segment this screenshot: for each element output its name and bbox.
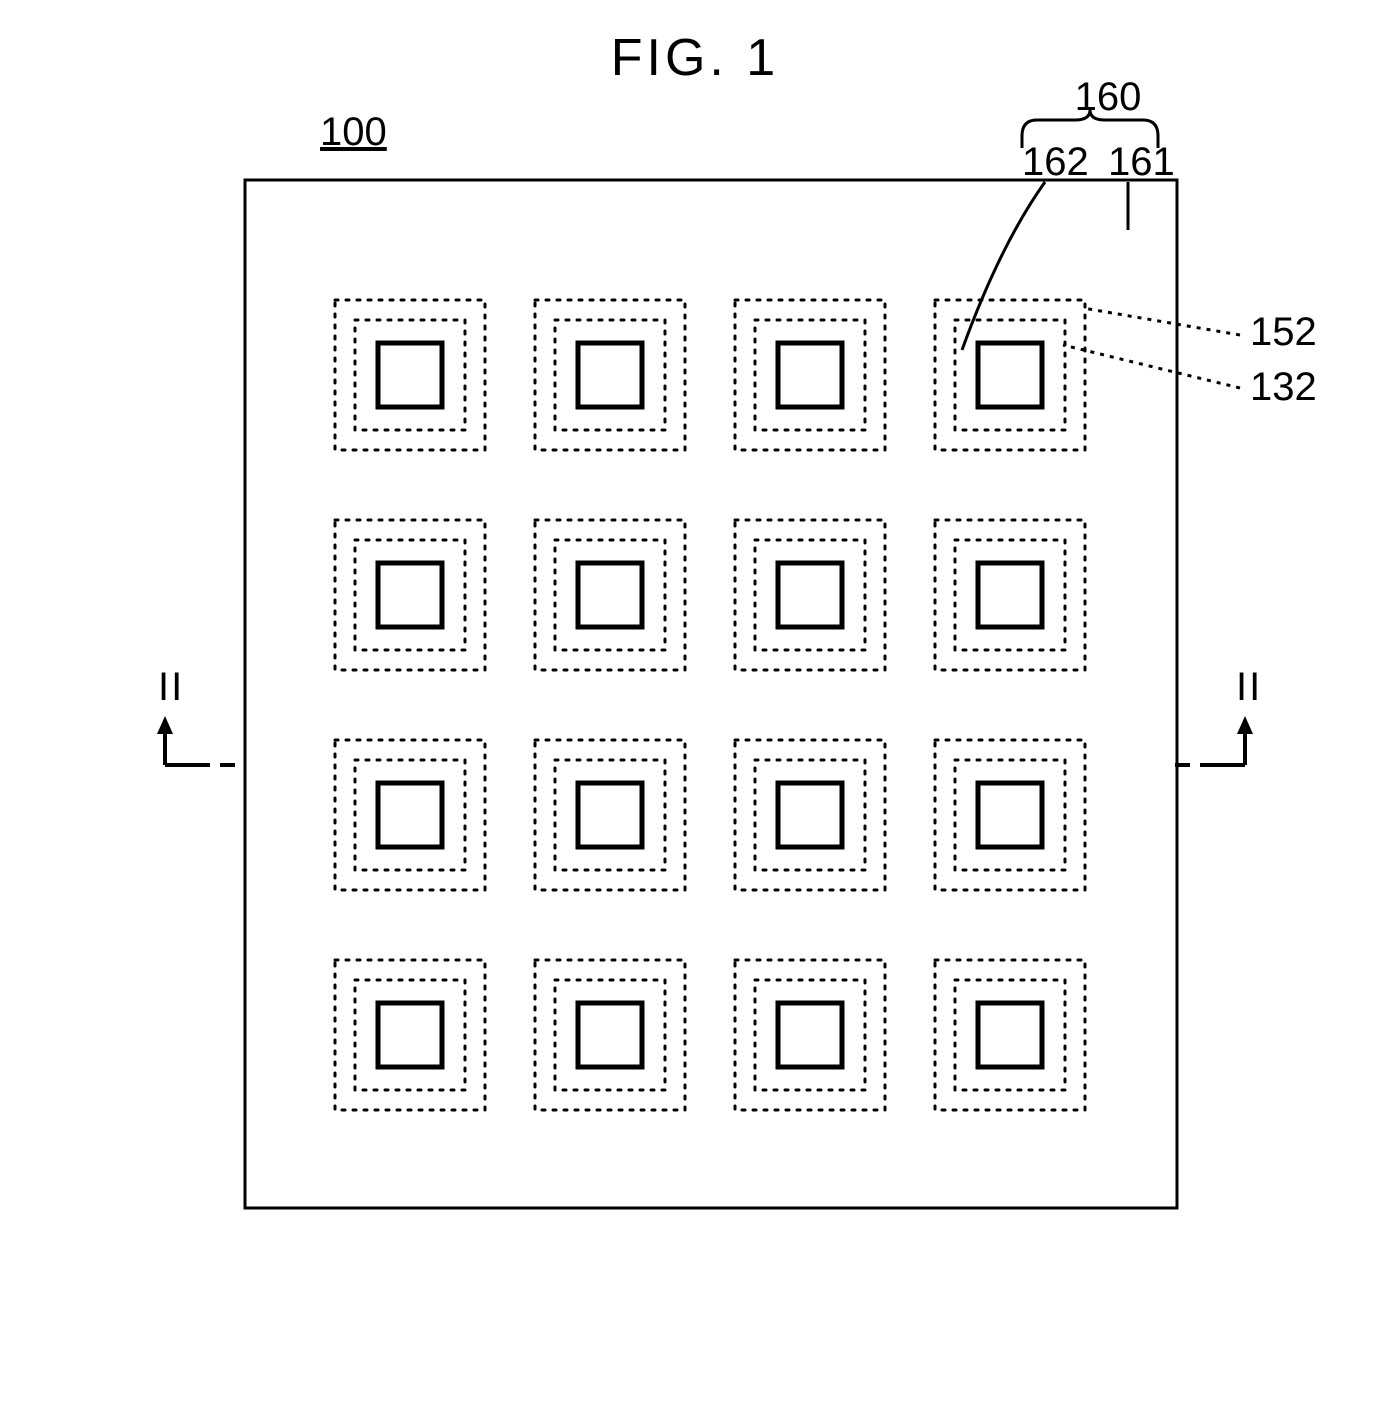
cell-solid-square (778, 783, 842, 847)
cell-inner-dotted (355, 760, 465, 870)
cell-solid-square (978, 1003, 1042, 1067)
cell-inner-dotted (755, 540, 865, 650)
cell-outer-dotted (535, 740, 685, 890)
figure-diagram: FIG. 1 100 160 162 161 152 132 II II (0, 0, 1391, 1418)
cell-solid-square (578, 783, 642, 847)
cell-solid-square (378, 343, 442, 407)
cell-outer-dotted (735, 740, 885, 890)
cell-solid-square (378, 563, 442, 627)
cell-outer-dotted (335, 960, 485, 1110)
cell-inner-dotted (955, 320, 1065, 430)
callout-label-152: 152 (1250, 310, 1317, 354)
leader-152 (1083, 308, 1240, 335)
callout-label-132: 132 (1250, 365, 1317, 409)
cell-inner-dotted (755, 320, 865, 430)
cell-inner-dotted (755, 760, 865, 870)
outer-boundary (245, 180, 1177, 1208)
section-marker-right-label: II (1236, 665, 1262, 709)
cell-solid-square (578, 563, 642, 627)
section-marker-right-arrowhead (1237, 716, 1253, 734)
callout-label-162: 162 (1022, 140, 1089, 184)
cell-solid-square (578, 1003, 642, 1067)
cell-outer-dotted (535, 300, 685, 450)
cell-inner-dotted (955, 760, 1065, 870)
cell-solid-square (778, 343, 842, 407)
cell-solid-square (378, 783, 442, 847)
cell-inner-dotted (755, 980, 865, 1090)
figure-title: FIG. 1 (611, 29, 779, 87)
cell-solid-square (778, 563, 842, 627)
leader-162 (962, 182, 1045, 350)
cell-outer-dotted (735, 960, 885, 1110)
cell-outer-dotted (935, 300, 1085, 450)
cell-solid-square (978, 343, 1042, 407)
cell-inner-dotted (555, 540, 665, 650)
cell-solid-square (978, 783, 1042, 847)
cell-outer-dotted (935, 740, 1085, 890)
cell-outer-dotted (335, 740, 485, 890)
cell-solid-square (378, 1003, 442, 1067)
cell-outer-dotted (535, 960, 685, 1110)
section-marker-left-arrowhead (157, 716, 173, 734)
cell-solid-square (578, 343, 642, 407)
cell-outer-dotted (535, 520, 685, 670)
cell-solid-square (978, 563, 1042, 627)
cell-inner-dotted (355, 980, 465, 1090)
cell-outer-dotted (735, 520, 885, 670)
cell-outer-dotted (335, 520, 485, 670)
cell-outer-dotted (935, 520, 1085, 670)
cell-inner-dotted (555, 760, 665, 870)
leader-132 (1063, 345, 1240, 388)
cell-inner-dotted (355, 540, 465, 650)
cell-solid-square (778, 1003, 842, 1067)
cell-outer-dotted (735, 300, 885, 450)
cell-outer-dotted (935, 960, 1085, 1110)
section-marker-left-label: II (158, 665, 184, 709)
callout-label-160: 160 (1075, 75, 1142, 119)
cell-inner-dotted (555, 320, 665, 430)
cell-inner-dotted (355, 320, 465, 430)
callout-label-161: 161 (1108, 140, 1175, 184)
cell-inner-dotted (555, 980, 665, 1090)
ref-label-100: 100 (320, 110, 387, 154)
cell-inner-dotted (955, 540, 1065, 650)
cell-inner-dotted (955, 980, 1065, 1090)
cell-outer-dotted (335, 300, 485, 450)
